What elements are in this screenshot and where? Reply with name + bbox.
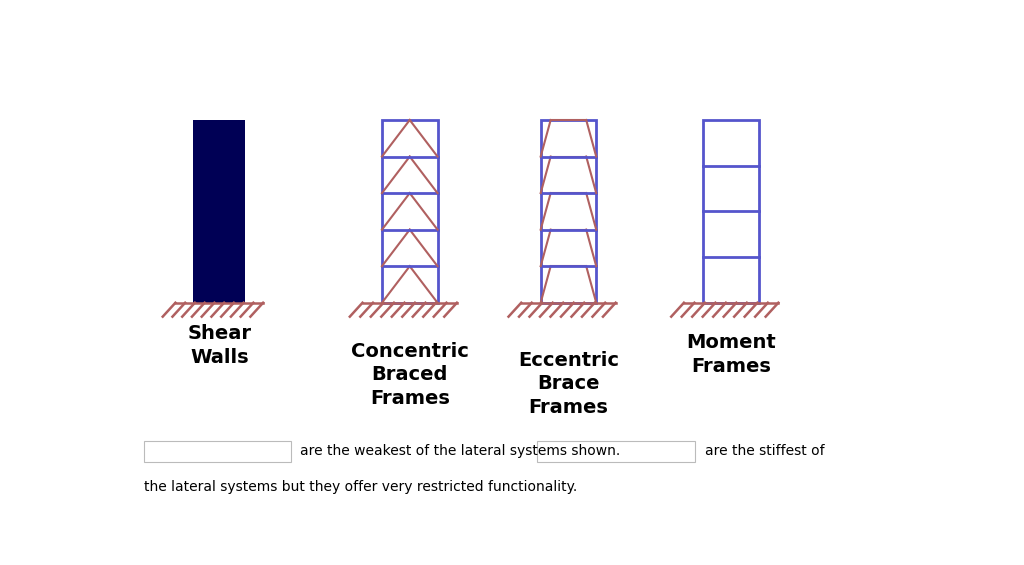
Text: Concentric
Braced
Frames: Concentric Braced Frames [351, 342, 469, 408]
Bar [703, 120, 759, 303]
Text: Shear
Walls: Shear Walls [187, 324, 251, 367]
Text: are the stiffest of: are the stiffest of [705, 444, 824, 458]
FancyBboxPatch shape [143, 441, 291, 462]
Text: the lateral systems but they offer very restricted functionality.: the lateral systems but they offer very … [143, 480, 578, 494]
Text: Eccentric
Brace
Frames: Eccentric Brace Frames [518, 350, 618, 416]
Text: Moment
Frames: Moment Frames [686, 333, 776, 376]
Bar [382, 120, 437, 303]
Bar [194, 120, 245, 303]
Text: are the weakest of the lateral systems shown.: are the weakest of the lateral systems s… [300, 444, 621, 458]
Bar [541, 120, 596, 303]
FancyBboxPatch shape [537, 441, 695, 462]
